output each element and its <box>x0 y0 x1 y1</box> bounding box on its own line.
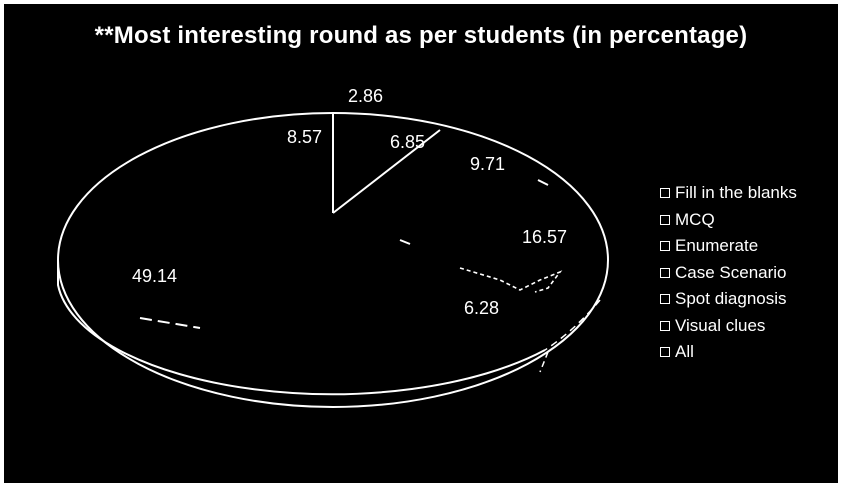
pie-rim-tick <box>539 351 549 373</box>
legend-swatch-icon <box>660 188 670 199</box>
data-label-visual-clues: 6.28 <box>464 298 499 318</box>
chart-title: **Most interesting round as per students… <box>94 22 748 49</box>
legend-swatch-icon <box>660 294 670 305</box>
pie-side-outline-right <box>544 299 601 351</box>
legend-label: MCQ <box>675 209 715 229</box>
pie-rim-tick <box>459 267 563 293</box>
legend-label: All <box>675 342 694 362</box>
legend-label: Case Scenario <box>675 262 787 282</box>
legend-item: Visual clues <box>660 313 797 340</box>
pie-top-outline <box>56 112 610 408</box>
data-label-case-scenario: 9.71 <box>470 154 505 174</box>
legend-label: Enumerate <box>675 236 759 256</box>
legend: Fill in the blanks MCQ Enumerate Case Scena… <box>660 180 797 366</box>
chart-panel <box>4 4 838 483</box>
legend-item: Case Scenario <box>660 260 797 287</box>
pie-divider-tick <box>537 179 549 186</box>
pie-divider-line <box>332 129 441 214</box>
pie-slices <box>58 113 549 407</box>
legend-label: Fill in the blanks <box>675 183 797 203</box>
legend-swatch-icon <box>660 214 670 225</box>
legend-label: Spot diagnosis <box>675 289 787 309</box>
legend-item: Fill in the blanks <box>660 180 797 207</box>
data-label-spot-diagnosis: 16.57 <box>522 227 567 247</box>
data-label-enumerate: 6.85 <box>390 132 425 152</box>
legend-swatch-icon <box>660 267 670 278</box>
legend-swatch-icon <box>660 347 670 358</box>
pie-rim-tick <box>399 239 411 245</box>
pie-labels: 2.86 8.57 6.85 9.71 16.57 6.28 49.14 <box>132 86 567 318</box>
legend-item: Enumerate <box>660 233 797 260</box>
data-label-fill-in-the-blanks: 2.86 <box>348 86 383 106</box>
legend-label: Visual clues <box>675 315 766 335</box>
pie-slice-all <box>58 113 333 407</box>
pie-side-outline <box>57 260 546 396</box>
pie-slice-visual-clues <box>318 260 425 407</box>
pie-body <box>56 112 610 408</box>
legend-swatch-icon <box>660 320 670 331</box>
data-label-mcq: 8.57 <box>287 127 322 147</box>
pie-rim-tick <box>139 317 201 329</box>
legend-item: All <box>660 339 797 366</box>
data-label-all: 49.14 <box>132 266 177 286</box>
legend-item: Spot diagnosis <box>660 286 797 313</box>
legend-swatch-icon <box>660 241 670 252</box>
legend-item: MCQ <box>660 207 797 234</box>
